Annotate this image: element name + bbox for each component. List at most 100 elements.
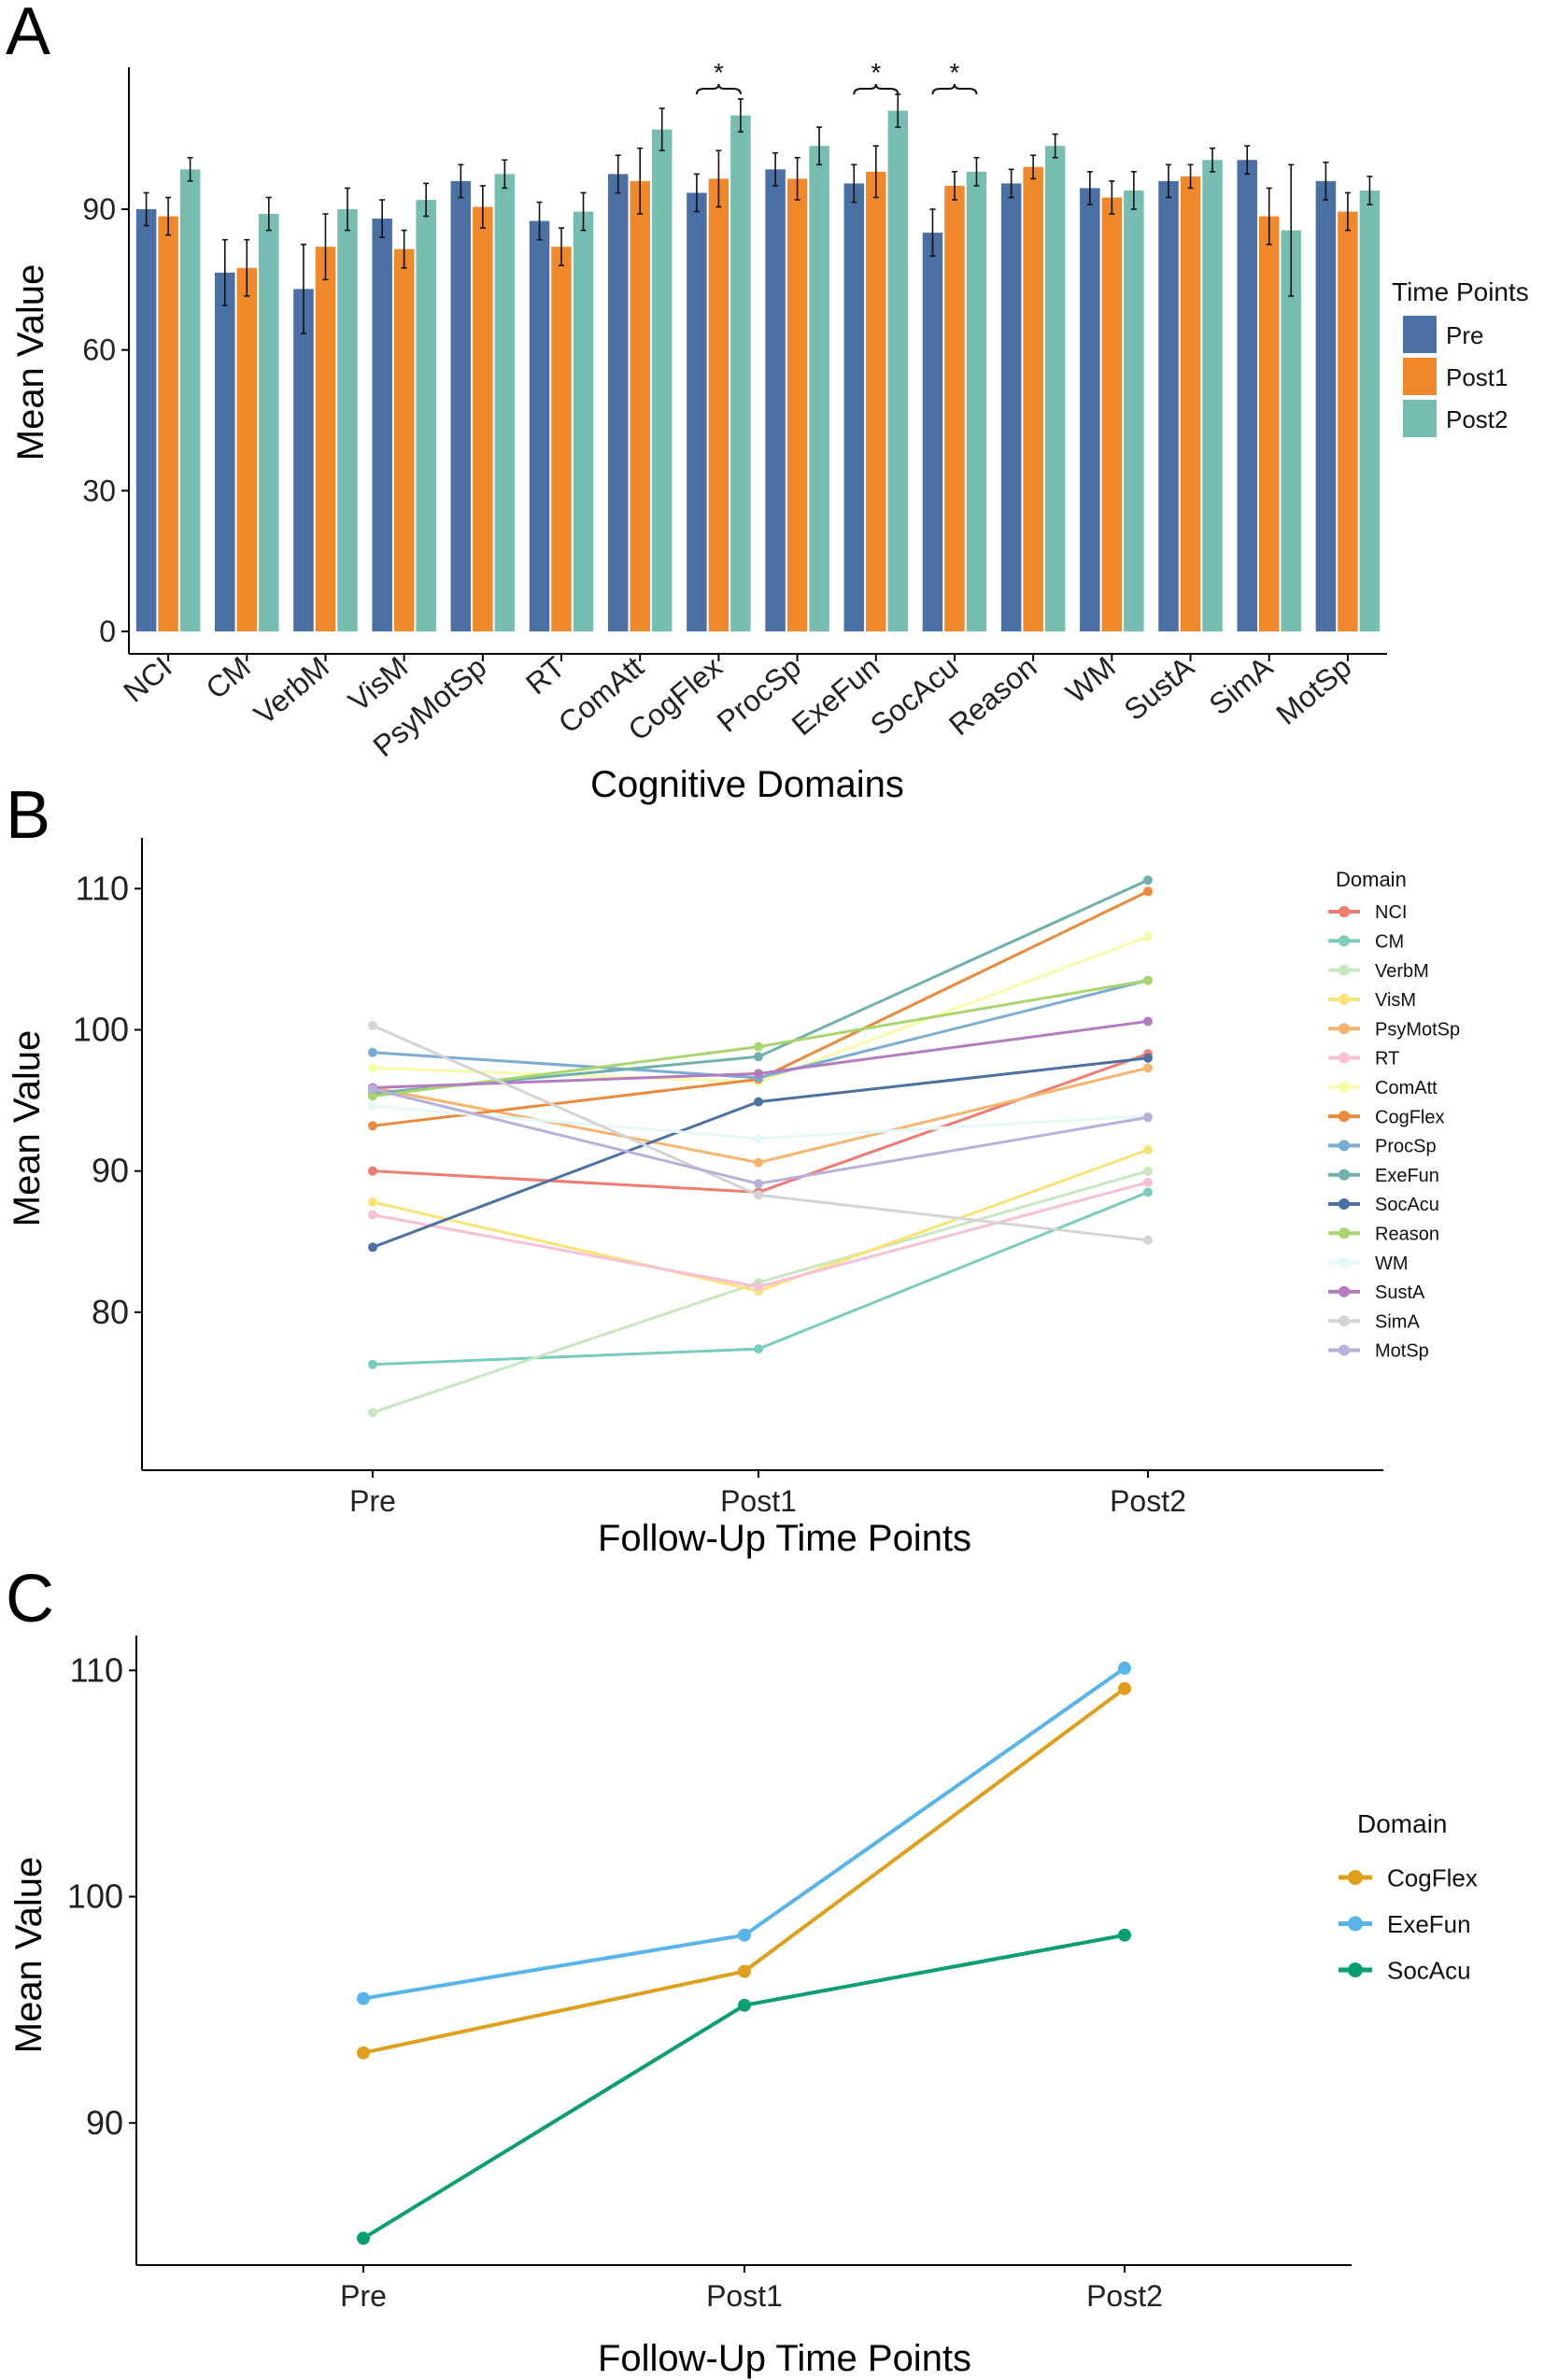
legend-label-vism: VisM [1375,990,1416,1011]
point-nci-pre [368,1166,377,1176]
panel-a-x-tick-label: SimA [1203,649,1280,721]
bar-exefun-pre [843,183,865,631]
panel-a-x-tick-label: ExeFun [786,650,886,742]
panel-c-x-tick-label: Post2 [1086,2279,1163,2313]
panel-a-y-tick-label: 60 [82,333,116,367]
point-socacu-post1 [754,1097,763,1107]
error-bar-psymotsp-post1 [479,185,486,229]
error-bar-psymotsp-post2 [502,159,508,190]
error-bar-rt-post1 [559,227,565,267]
bar-sima-pre [1237,160,1257,631]
significance-star: * [871,58,881,87]
legend-dot-procsp [1339,1140,1350,1152]
legend-label-verbm: VerbM [1375,961,1429,982]
point-exefun-post1 [738,1928,751,1942]
bar-rt-pre [529,220,550,632]
bar-susta-post1 [1180,176,1201,631]
point-psymotsp-post2 [1143,1063,1153,1073]
point-procsp-pre [368,1047,377,1057]
bar-exefun-post1 [866,171,886,632]
bar-verbm-post1 [315,247,336,631]
panel-c-letter: C [6,1562,54,1636]
panel-c-y-tick-label: 90 [86,2104,123,2142]
error-bar-vism-pre [379,199,386,238]
error-bar-socacu-post1 [951,171,957,201]
error-bar-cm-pre [221,238,228,306]
error-bar-exefun-post1 [872,145,879,199]
point-motsp-pre [368,1084,377,1094]
bar-rt-post1 [551,247,572,631]
legend-label-cogflex: CogFlex [1375,1107,1444,1127]
legend-dot-cogflex [1348,1870,1363,1885]
legend-dot-exefun [1339,1169,1350,1181]
legend-label-exefun: ExeFun [1375,1166,1439,1186]
bar-susta-pre [1158,180,1179,631]
legend-dot-verbm [1339,964,1350,976]
panel-c-y-tick-label: 110 [70,1650,123,1689]
panel-a-legend-title: Time Points [1392,277,1529,306]
point-socacu-pre [357,2231,370,2245]
panel-b-y-tick-label: 100 [73,1011,129,1049]
point-socacu-post2 [1143,1053,1153,1063]
error-bar-susta-pre [1166,163,1172,199]
error-bar-rt-pre [536,201,543,241]
legend-label-cm: CM [1375,932,1404,953]
panel-b-y-tick-label: 80 [92,1293,129,1331]
legend-dot-exefun [1348,1916,1363,1932]
point-sima-post1 [754,1190,763,1200]
legend-dot-socacu [1339,1198,1350,1210]
panel-b-legend-title: Domain [1336,868,1407,891]
bar-cm-post1 [236,267,258,631]
point-vism-pre [368,1197,377,1207]
legend-dot-psymotsp [1339,1023,1350,1035]
point-comatt-post2 [1143,931,1153,942]
panel-c-x-axis-title: Follow-Up Time Points [598,2338,971,2379]
panel-b-x-tick-label: Post2 [1110,1484,1186,1518]
legend-dot-rt [1339,1052,1350,1064]
legend-label-rt: RT [1375,1049,1399,1070]
point-cm-pre [368,1359,377,1369]
panel-b-x-tick-label: Pre [349,1484,396,1518]
bar-rt-post2 [573,211,594,631]
legend-label-cogflex: CogFlex [1387,1863,1478,1891]
error-bar-sima-post1 [1266,187,1272,246]
bar-exefun-post2 [887,110,909,632]
point-sima-post2 [1143,1235,1153,1245]
legend-label-post2: Post2 [1446,405,1509,433]
panel-b: B 80 90 100 110 Pre Post1 Post2 Follow-Up Tim… [6,778,1460,1559]
panel-c-legend-title: Domain [1357,1809,1447,1838]
error-bar-socacu-pre [929,208,936,258]
legend-label-exefun: ExeFun [1387,1910,1471,1938]
bar-motsp-pre [1315,180,1337,631]
legend-dot-motsp [1339,1344,1350,1356]
error-bar-comatt-post1 [637,147,644,215]
line-vism [372,1148,1149,1293]
point-cogflex-post2 [1118,1681,1131,1695]
legend-label-wm: WM [1375,1254,1409,1274]
point-reason-post1 [754,1041,763,1052]
point-rt-post1 [754,1282,763,1292]
significance-star: * [950,58,960,87]
legend-label-pre: Pre [1446,321,1483,349]
legend-swatch-post2 [1403,400,1437,437]
error-bar-cm-post2 [265,196,272,232]
panel-b-x-axis-title: Follow-Up Time Points [598,1518,971,1559]
legend-label-nci: NCI [1375,902,1407,923]
legend-label-reason: Reason [1375,1225,1439,1245]
point-reason-post2 [1143,975,1153,985]
bar-motsp-post1 [1338,211,1358,631]
point-psymotsp-post1 [754,1157,763,1168]
bar-socacu-post2 [966,171,987,632]
bar-cogflex-post2 [730,115,751,632]
panel-a-letter: A [6,0,50,69]
error-bar-verbm-pre [300,243,306,334]
bar-sima-post2 [1281,230,1301,631]
significance-socacu: * [931,58,978,95]
legend-dot-socacu [1348,1962,1363,1977]
panel-c-x-tick-label: Pre [340,2279,387,2313]
panel-a-x-tick-label: Reason [942,650,1043,742]
point-motsp-post1 [754,1179,763,1189]
point-cogflex-post1 [738,1964,751,1978]
bar-socacu-pre [922,233,943,631]
